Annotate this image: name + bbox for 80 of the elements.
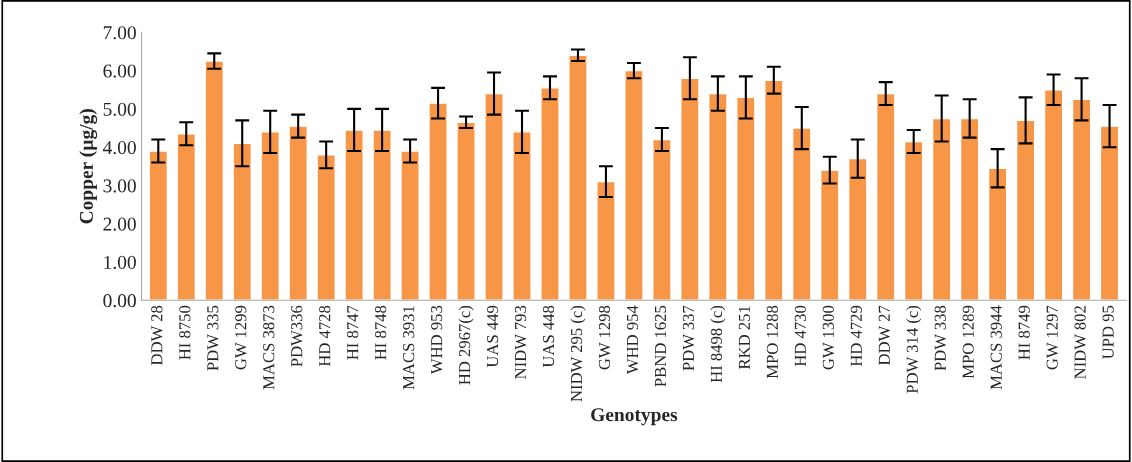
bar — [372, 129, 392, 301]
y-tick-label: 7.00 — [103, 26, 136, 40]
x-tick-label: HI 8498 (c) — [710, 305, 726, 383]
bar — [680, 77, 700, 301]
bar — [204, 60, 225, 301]
x-tick-label: NIDW 793 — [514, 305, 527, 379]
x-tick-label: HD 4730 — [794, 305, 806, 367]
x-tick-label: UAS 448 — [542, 305, 555, 368]
x-tick-label: HI 8750 — [179, 305, 191, 360]
bar — [1071, 98, 1092, 301]
bar — [148, 150, 169, 301]
y-axis-title: Copper (µg/g) — [79, 109, 98, 224]
y-tick-label: 0.00 — [103, 294, 136, 308]
bar — [652, 138, 672, 301]
y-tick-label: 3.00 — [103, 179, 136, 193]
y-tick-label: 6.00 — [103, 64, 136, 78]
x-tick-label: GW 1300 — [822, 305, 835, 370]
bar — [596, 180, 616, 301]
x-tick-label: HD 4728 — [319, 305, 331, 367]
x-tick-label: PDW 338 — [934, 305, 946, 371]
x-tick-label: PDW 314 (c) — [906, 305, 922, 394]
x-tick-label: PDW 335 — [207, 305, 219, 371]
x-tick-label: UAS 449 — [487, 305, 499, 368]
y-tick-label: 5.00 — [103, 102, 136, 116]
x-tick-label: RKD 251 — [738, 306, 751, 370]
bar — [708, 92, 728, 301]
bar — [316, 154, 336, 301]
bar — [736, 96, 756, 301]
x-tick-label: PDW 337 — [682, 305, 695, 371]
bar — [1099, 125, 1120, 301]
bar — [484, 92, 504, 301]
x-tick-label: WHD 954 — [626, 305, 639, 375]
x-tick-label: WHD 953 — [431, 305, 443, 375]
bar — [176, 133, 197, 301]
bar — [456, 121, 476, 301]
x-tick-label: DDW 28 — [151, 305, 163, 366]
x-tick-label: NIDW 802 — [1074, 306, 1086, 379]
bar — [512, 131, 532, 301]
x-tick-label: GW 1297 — [1046, 305, 1058, 370]
bar — [987, 167, 1008, 301]
x-tick-label: GW 1299 — [235, 305, 247, 370]
x-tick-label: MACS 3944 — [990, 305, 1002, 390]
x-tick-label: MACS 3931 — [403, 306, 415, 390]
bar — [344, 129, 364, 301]
bar — [931, 117, 952, 301]
bar — [288, 125, 308, 301]
bar — [540, 87, 560, 301]
bar — [400, 150, 420, 301]
bar — [624, 69, 644, 301]
x-tick-label: PBND 1625 — [654, 305, 667, 387]
bar — [847, 157, 868, 301]
x-tick-label: UPD 95 — [1102, 305, 1114, 359]
bar — [232, 142, 253, 301]
x-tick-label: MPO 1289 — [962, 305, 974, 379]
y-tick-label: 1.00 — [104, 255, 136, 270]
x-tick-label: HI 8748 — [375, 305, 387, 360]
x-tick-label: PDW336 — [291, 305, 303, 367]
bar — [903, 140, 924, 301]
x-tick-label: HD 2967(c) — [458, 305, 474, 385]
bar — [875, 92, 896, 301]
bar — [959, 117, 980, 301]
bar — [568, 54, 588, 301]
x-tick-label: HD 4729 — [850, 305, 862, 367]
y-tick-label: 2.00 — [103, 217, 136, 231]
x-tick-label: NIDW 295 (c) — [570, 305, 586, 402]
x-tick-label: HI 8749 — [1018, 305, 1030, 360]
bar — [1015, 119, 1036, 301]
x-tick-label: MPO 1288 — [766, 305, 778, 379]
y-tick-label: 4.00 — [102, 141, 136, 155]
bar — [819, 169, 840, 301]
x-tick-label: DDW 27 — [878, 305, 890, 366]
x-tick-label: HI 8747 — [347, 305, 359, 360]
bar — [792, 127, 812, 301]
bar — [764, 79, 784, 301]
bar — [1043, 89, 1064, 301]
x-tick-label: MACS 3873 — [263, 305, 275, 390]
x-axis-title: Genotypes — [591, 408, 678, 426]
x-tick-label: GW 1298 — [598, 305, 611, 370]
bar — [260, 131, 280, 301]
bar — [428, 102, 448, 301]
